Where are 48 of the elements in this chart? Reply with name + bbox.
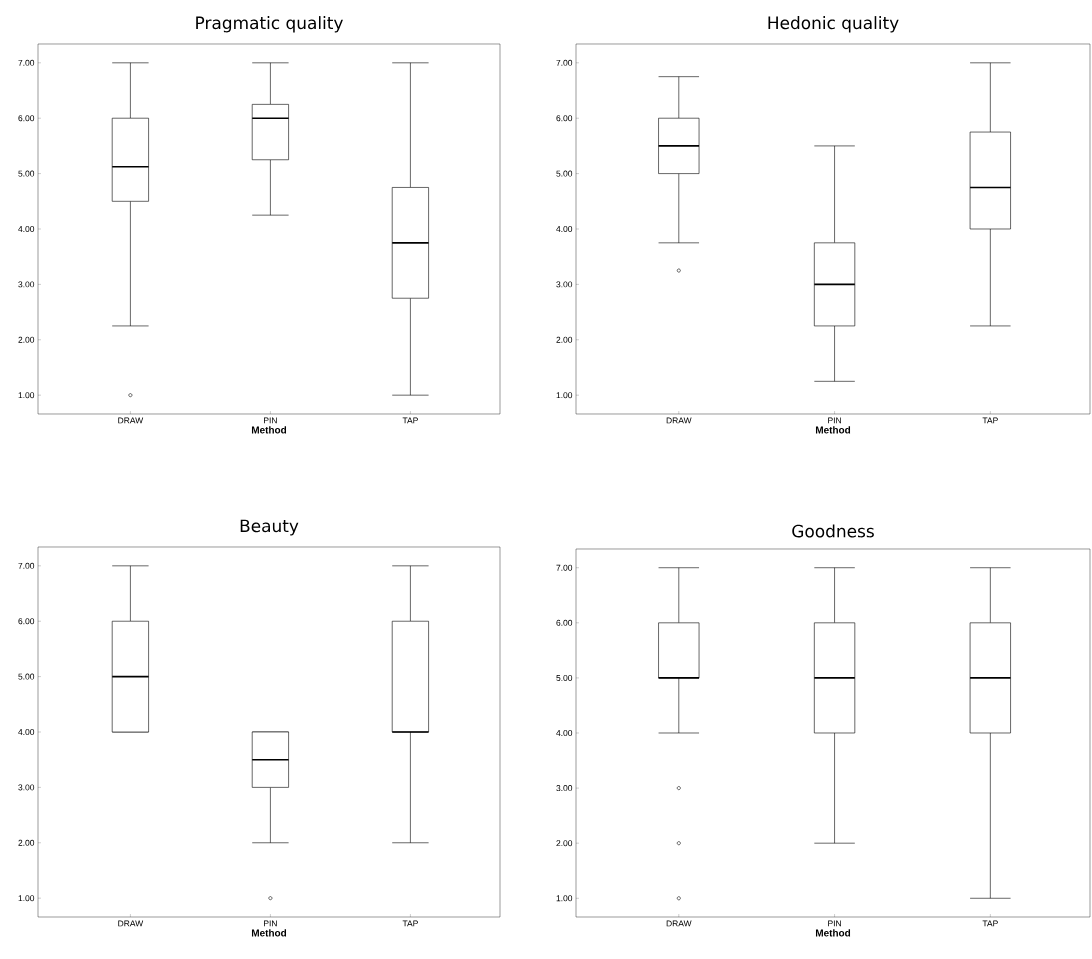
y-tick-label: 7.00 (556, 564, 573, 571)
y-tick-label: 5.00 (556, 674, 573, 681)
y-tick-label: 4.00 (556, 730, 573, 736)
y-tick-label: 7.00 (556, 59, 573, 66)
x-tick-label: TAP (982, 417, 998, 424)
y-tick-label: 1.00 (556, 392, 573, 399)
y-tick-label: 3.00 (556, 281, 573, 288)
y-tick-label: 4.00 (18, 226, 35, 232)
x-tick-label: PIN (828, 417, 841, 424)
x-tick-label: DRAW (666, 417, 692, 424)
y-tick-label: 7.00 (18, 59, 35, 66)
y-tick-label: 4.00 (556, 226, 573, 232)
y-tick-label: 6.00 (556, 115, 573, 122)
y-tick-label: 5.00 (18, 170, 35, 177)
y-tick-label: 1.00 (18, 392, 35, 399)
y-tick-label: 1.00 (18, 895, 35, 902)
y-tick-label: 6.00 (556, 619, 573, 626)
y-tick-label: 5.00 (556, 170, 573, 177)
y-tick-label: 6.00 (18, 618, 35, 625)
y-tick-label: 5.00 (18, 673, 35, 680)
y-tick-label: 2.00 (556, 336, 573, 343)
x-tick-label: DRAW (118, 417, 144, 424)
y-tick-label: 3.00 (556, 785, 573, 792)
x-tick-label: TAP (402, 417, 418, 424)
x-axis-title: Method (251, 426, 287, 434)
y-tick-label: 2.00 (556, 840, 573, 847)
x-axis-title: Method (815, 929, 851, 937)
chart-title: Pragmatic quality (196, 16, 343, 33)
chart-title: Beauty (240, 519, 299, 536)
x-tick-label: DRAW (666, 920, 692, 927)
x-axis-title: Method (251, 929, 287, 937)
y-tick-label: 2.00 (18, 336, 35, 343)
y-tick-label: 7.00 (18, 562, 35, 569)
y-tick-label: 4.00 (18, 729, 35, 735)
y-tick-label: 3.00 (18, 281, 35, 288)
x-tick-label: PIN (264, 417, 277, 424)
x-axis-title: Method (815, 426, 851, 434)
x-tick-label: TAP (402, 920, 418, 927)
x-tick-label: PIN (264, 920, 277, 927)
x-tick-label: TAP (982, 920, 998, 927)
y-tick-label: 1.00 (556, 895, 573, 902)
y-tick-label: 3.00 (18, 784, 35, 791)
x-tick-label: DRAW (118, 920, 144, 927)
chart-title: Hedonic quality (768, 16, 899, 33)
y-tick-label: 2.00 (18, 839, 35, 846)
chart-title: Goodness (792, 524, 874, 538)
y-tick-label: 6.00 (18, 115, 35, 122)
x-tick-label: PIN (828, 920, 841, 927)
